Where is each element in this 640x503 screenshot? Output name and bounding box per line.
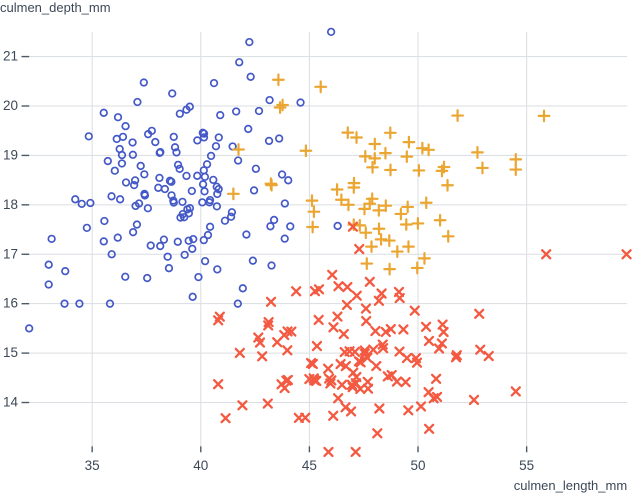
svg-text:45: 45 bbox=[302, 458, 317, 473]
svg-text:50: 50 bbox=[411, 458, 426, 473]
svg-text:21: 21 bbox=[3, 49, 18, 64]
svg-text:17: 17 bbox=[3, 246, 18, 261]
svg-text:culmen_depth_mm: culmen_depth_mm bbox=[0, 0, 111, 15]
svg-text:55: 55 bbox=[519, 458, 534, 473]
svg-text:18: 18 bbox=[3, 197, 18, 212]
svg-text:15: 15 bbox=[3, 345, 18, 360]
svg-text:40: 40 bbox=[193, 458, 208, 473]
svg-text:35: 35 bbox=[85, 458, 100, 473]
svg-text:14: 14 bbox=[3, 395, 19, 410]
svg-text:19: 19 bbox=[3, 147, 18, 162]
svg-text:culmen_length_mm: culmen_length_mm bbox=[514, 478, 627, 493]
svg-text:20: 20 bbox=[3, 98, 18, 113]
svg-text:16: 16 bbox=[3, 296, 18, 311]
